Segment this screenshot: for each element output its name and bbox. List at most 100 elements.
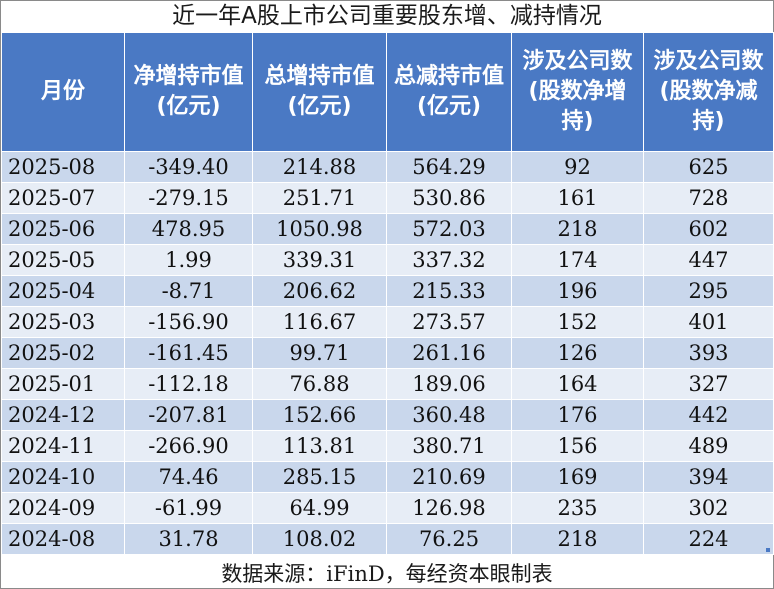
cell-companies-net-decrease: 327 bbox=[643, 368, 774, 400]
table-title: 近一年A股上市公司重要股东增、减持情况 bbox=[172, 3, 602, 29]
table-row: 2025-07 -279.15 251.71 530.86 161 728 bbox=[1, 182, 774, 214]
header-month: 月份 bbox=[1, 32, 125, 152]
cell-companies-net-increase: 92 bbox=[511, 151, 644, 183]
cell-companies-net-increase: 174 bbox=[511, 244, 644, 276]
cell-companies-net-increase: 169 bbox=[511, 461, 644, 493]
cell-total-increase-value: 152.66 bbox=[252, 399, 387, 431]
cell-net-increase-value: -61.99 bbox=[124, 492, 253, 524]
cell-companies-net-increase: 235 bbox=[511, 492, 644, 524]
cell-month: 2025-02 bbox=[1, 337, 125, 369]
cell-companies-net-increase: 218 bbox=[511, 213, 644, 245]
cell-month: 2024-12 bbox=[1, 399, 125, 431]
cell-total-increase-value: 116.67 bbox=[252, 306, 387, 338]
table-row: 2025-08 -349.40 214.88 564.29 92 625 bbox=[1, 151, 774, 183]
table-row: 2025-06 478.95 1050.98 572.03 218 602 bbox=[1, 213, 774, 245]
cell-total-increase-value: 64.99 bbox=[252, 492, 387, 524]
cell-net-increase-value: -349.40 bbox=[124, 151, 253, 183]
cell-month: 2025-03 bbox=[1, 306, 125, 338]
cell-total-increase-value: 206.62 bbox=[252, 275, 387, 307]
header-row: 月份 净增持市值(亿元) 总增持市值(亿元) 总减持市值(亿元) 涉及公司数(股… bbox=[1, 32, 774, 152]
cell-total-increase-value: 108.02 bbox=[252, 523, 387, 555]
corner-marker bbox=[766, 548, 770, 552]
cell-total-decrease-value: 572.03 bbox=[386, 213, 512, 245]
cell-month: 2024-09 bbox=[1, 492, 125, 524]
cell-total-increase-value: 99.71 bbox=[252, 337, 387, 369]
cell-companies-net-decrease: 602 bbox=[643, 213, 774, 245]
cell-net-increase-value: -279.15 bbox=[124, 182, 253, 214]
cell-total-decrease-value: 126.98 bbox=[386, 492, 512, 524]
header-total-increase-value: 总增持市值(亿元) bbox=[252, 32, 387, 152]
table-row: 2025-04 -8.71 206.62 215.33 196 295 bbox=[1, 275, 774, 307]
cell-companies-net-increase: 196 bbox=[511, 275, 644, 307]
table-row: 2024-08 31.78 108.02 76.25 218 224 bbox=[1, 523, 774, 555]
cell-net-increase-value: 1.99 bbox=[124, 244, 253, 276]
header-total-decrease-value: 总减持市值(亿元) bbox=[386, 32, 512, 152]
cell-companies-net-decrease: 447 bbox=[643, 244, 774, 276]
table-row: 2025-05 1.99 339.31 337.32 174 447 bbox=[1, 244, 774, 276]
cell-companies-net-decrease: 394 bbox=[643, 461, 774, 493]
cell-total-decrease-value: 215.33 bbox=[386, 275, 512, 307]
cell-companies-net-decrease: 442 bbox=[643, 399, 774, 431]
cell-companies-net-decrease: 393 bbox=[643, 337, 774, 369]
table-row: 2025-03 -156.90 116.67 273.57 152 401 bbox=[1, 306, 774, 338]
cell-month: 2025-07 bbox=[1, 182, 125, 214]
cell-total-increase-value: 339.31 bbox=[252, 244, 387, 276]
table-row: 2024-12 -207.81 152.66 360.48 176 442 bbox=[1, 399, 774, 431]
cell-month: 2024-11 bbox=[1, 430, 125, 462]
cell-net-increase-value: 74.46 bbox=[124, 461, 253, 493]
header-companies-net-increase: 涉及公司数(股数净增持) bbox=[511, 32, 644, 152]
cell-total-increase-value: 1050.98 bbox=[252, 213, 387, 245]
cell-total-increase-value: 113.81 bbox=[252, 430, 387, 462]
cell-month: 2025-01 bbox=[1, 368, 125, 400]
cell-companies-net-decrease: 489 bbox=[643, 430, 774, 462]
table-row: 2024-09 -61.99 64.99 126.98 235 302 bbox=[1, 492, 774, 524]
table-row: 2025-02 -161.45 99.71 261.16 126 393 bbox=[1, 337, 774, 369]
cell-net-increase-value: -156.90 bbox=[124, 306, 253, 338]
cell-companies-net-decrease: 295 bbox=[643, 275, 774, 307]
cell-total-decrease-value: 261.16 bbox=[386, 337, 512, 369]
cell-companies-net-increase: 156 bbox=[511, 430, 644, 462]
cell-companies-net-increase: 161 bbox=[511, 182, 644, 214]
cell-total-increase-value: 76.88 bbox=[252, 368, 387, 400]
cell-net-increase-value: -8.71 bbox=[124, 275, 253, 307]
cell-total-decrease-value: 337.32 bbox=[386, 244, 512, 276]
cell-month: 2025-08 bbox=[1, 151, 125, 183]
cell-total-increase-value: 285.15 bbox=[252, 461, 387, 493]
cell-total-decrease-value: 210.69 bbox=[386, 461, 512, 493]
cell-net-increase-value: -112.18 bbox=[124, 368, 253, 400]
cell-total-decrease-value: 76.25 bbox=[386, 523, 512, 555]
cell-companies-net-decrease: 401 bbox=[643, 306, 774, 338]
cell-month: 2025-04 bbox=[1, 275, 125, 307]
cell-companies-net-increase: 218 bbox=[511, 523, 644, 555]
cell-net-increase-value: -266.90 bbox=[124, 430, 253, 462]
cell-net-increase-value: 31.78 bbox=[124, 523, 253, 555]
header-net-increase-value: 净增持市值(亿元) bbox=[124, 32, 253, 152]
cell-companies-net-decrease: 625 bbox=[643, 151, 774, 183]
shareholder-table: 月份 净增持市值(亿元) 总增持市值(亿元) 总减持市值(亿元) 涉及公司数(股… bbox=[1, 32, 774, 555]
table-row: 2024-11 -266.90 113.81 380.71 156 489 bbox=[1, 430, 774, 462]
cell-total-decrease-value: 530.86 bbox=[386, 182, 512, 214]
table-row: 2025-01 -112.18 76.88 189.06 164 327 bbox=[1, 368, 774, 400]
cell-total-decrease-value: 380.71 bbox=[386, 430, 512, 462]
cell-companies-net-decrease: 728 bbox=[643, 182, 774, 214]
cell-total-decrease-value: 189.06 bbox=[386, 368, 512, 400]
cell-month: 2025-05 bbox=[1, 244, 125, 276]
cell-net-increase-value: 478.95 bbox=[124, 213, 253, 245]
cell-companies-net-increase: 164 bbox=[511, 368, 644, 400]
cell-companies-net-decrease: 302 bbox=[643, 492, 774, 524]
cell-companies-net-increase: 176 bbox=[511, 399, 644, 431]
cell-net-increase-value: -207.81 bbox=[124, 399, 253, 431]
cell-companies-net-decrease: 224 bbox=[643, 523, 774, 555]
cell-total-decrease-value: 564.29 bbox=[386, 151, 512, 183]
cell-net-increase-value: -161.45 bbox=[124, 337, 253, 369]
cell-total-increase-value: 251.71 bbox=[252, 182, 387, 214]
data-source-note: 数据来源：iFinD，每经资本眼制表 bbox=[221, 562, 553, 586]
cell-month: 2025-06 bbox=[1, 213, 125, 245]
cell-month: 2024-10 bbox=[1, 461, 125, 493]
cell-month: 2024-08 bbox=[1, 523, 125, 555]
cell-total-decrease-value: 273.57 bbox=[386, 306, 512, 338]
table-row: 2024-10 74.46 285.15 210.69 169 394 bbox=[1, 461, 774, 493]
cell-companies-net-increase: 152 bbox=[511, 306, 644, 338]
cell-total-decrease-value: 360.48 bbox=[386, 399, 512, 431]
header-companies-net-decrease: 涉及公司数(股数净减持) bbox=[643, 32, 774, 152]
